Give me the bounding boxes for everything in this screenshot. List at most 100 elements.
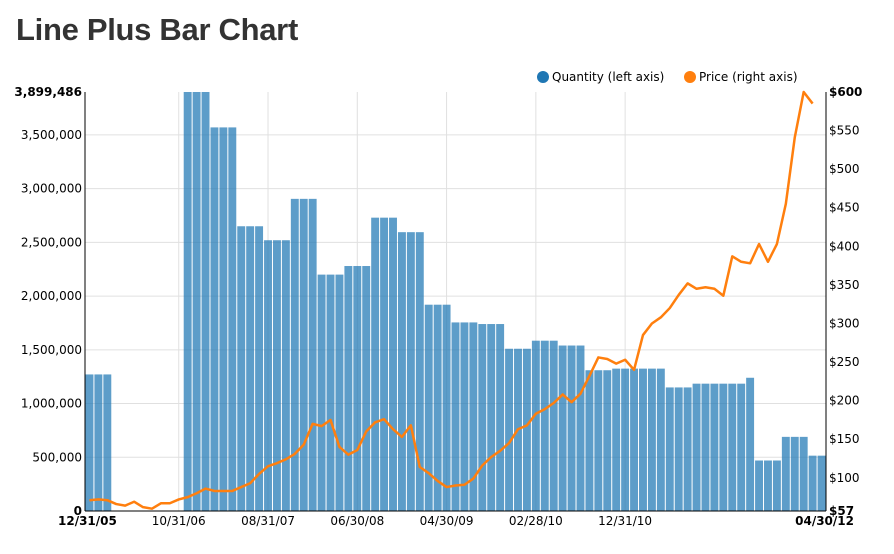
quantity-bar[interactable] (290, 198, 299, 511)
quantity-bar[interactable] (594, 370, 603, 511)
quantity-bar[interactable] (585, 370, 594, 511)
quantity-bar[interactable] (549, 340, 558, 511)
legend-item-quantity[interactable]: Quantity (left axis) (537, 70, 664, 84)
left-axis-tick-label: 3,899,486 (14, 85, 82, 99)
quantity-bar[interactable] (228, 127, 237, 511)
x-axis-tick-label: 06/30/08 (330, 514, 384, 528)
quantity-bar[interactable] (683, 387, 692, 511)
quantity-bar[interactable] (272, 240, 281, 512)
x-axis-tick-label: 04/30/12 (795, 514, 854, 528)
quantity-bar[interactable] (701, 383, 710, 511)
left-axis-tick-label: 500,000 (32, 450, 82, 464)
quantity-bar[interactable] (406, 232, 415, 511)
quantity-bar[interactable] (719, 383, 728, 511)
quantity-bar[interactable] (630, 368, 639, 511)
quantity-bar[interactable] (567, 345, 576, 511)
quantity-bar[interactable] (576, 345, 585, 511)
quantity-bar[interactable] (478, 324, 487, 511)
right-axis-tick-label: $200 (829, 394, 860, 408)
quantity-bar[interactable] (397, 232, 406, 511)
quantity-bar[interactable] (799, 436, 808, 511)
quantity-bar[interactable] (335, 274, 344, 511)
quantity-bar[interactable] (540, 340, 549, 511)
quantity-bar[interactable] (415, 232, 424, 511)
quantity-bar[interactable] (94, 374, 103, 511)
quantity-bar[interactable] (746, 377, 755, 511)
quantity-bar[interactable] (442, 304, 451, 511)
quantity-bar[interactable] (790, 436, 799, 511)
quantity-bar[interactable] (674, 387, 683, 511)
quantity-bar[interactable] (737, 383, 746, 511)
quantity-bar[interactable] (665, 387, 674, 511)
left-axis-tick-label: 3,000,000 (21, 182, 82, 196)
legend-label-quantity: Quantity (left axis) (552, 70, 664, 84)
quantity-bar[interactable] (487, 324, 496, 511)
quantity-bar[interactable] (201, 92, 210, 511)
quantity-bar[interactable] (380, 217, 389, 511)
quantity-bar[interactable] (183, 92, 192, 511)
quantity-bar[interactable] (621, 368, 630, 511)
left-axis-tick-label: 2,500,000 (21, 235, 82, 249)
quantity-bar[interactable] (692, 383, 701, 511)
quantity-bars (85, 92, 826, 512)
left-axis-tick-label: 1,000,000 (21, 397, 82, 411)
quantity-bar[interactable] (344, 266, 353, 511)
right-axis-tick-label: $150 (829, 432, 860, 446)
quantity-bar[interactable] (612, 368, 621, 511)
quantity-bar[interactable] (299, 198, 308, 511)
quantity-bar[interactable] (362, 266, 371, 511)
quantity-bar[interactable] (505, 348, 514, 511)
quantity-bar[interactable] (469, 322, 478, 511)
quantity-bar[interactable] (772, 460, 781, 511)
x-axis-tick-label: 02/28/10 (509, 514, 563, 528)
quantity-bar[interactable] (326, 274, 335, 511)
quantity-bar[interactable] (210, 127, 219, 511)
quantity-bar[interactable] (647, 368, 656, 511)
legend-item-price[interactable]: Price (right axis) (684, 70, 798, 84)
quantity-bar[interactable] (781, 436, 790, 511)
quantity-bar[interactable] (246, 226, 255, 512)
quantity-bar[interactable] (460, 322, 469, 511)
quantity-bar[interactable] (603, 370, 612, 511)
right-axis-tick-label: $100 (829, 471, 860, 485)
quantity-bar[interactable] (496, 324, 505, 511)
quantity-bar[interactable] (353, 266, 362, 511)
quantity-bar[interactable] (308, 198, 317, 511)
right-axis-tick-label: $57 (829, 504, 854, 518)
quantity-bar[interactable] (264, 240, 272, 512)
quantity-bar[interactable] (255, 226, 264, 512)
right-axis-tick-label: $400 (829, 239, 860, 253)
quantity-bar[interactable] (192, 92, 201, 511)
quantity-bar[interactable] (755, 460, 764, 511)
x-axis-tick-label: 04/30/09 (420, 514, 474, 528)
price-line-layer (89, 90, 814, 510)
quantity-bar[interactable] (817, 455, 826, 511)
quantity-bar[interactable] (389, 217, 397, 511)
right-axis-tick-label: $550 (829, 124, 860, 138)
quantity-bar[interactable] (808, 455, 817, 511)
price-line[interactable] (89, 90, 814, 510)
quantity-bar[interactable] (371, 217, 380, 511)
x-axis-tick-label: 08/31/07 (241, 514, 295, 528)
quantity-bar[interactable] (558, 345, 567, 511)
left-axis-tick-label: 2,000,000 (21, 289, 82, 303)
legend: Quantity (left axis) Price (right axis) (537, 70, 798, 84)
quantity-bar[interactable] (531, 340, 540, 511)
quantity-bar[interactable] (317, 274, 326, 511)
quantity-bar[interactable] (219, 127, 228, 511)
legend-dot-price (684, 71, 696, 83)
quantity-bar[interactable] (281, 240, 290, 512)
quantity-bar[interactable] (451, 322, 460, 511)
quantity-bar[interactable] (710, 383, 719, 511)
right-axis-tick-label: $500 (829, 162, 860, 176)
quantity-bar[interactable] (639, 368, 647, 511)
quantity-bar[interactable] (433, 304, 442, 511)
quantity-bar[interactable] (728, 383, 737, 511)
quantity-bar[interactable] (85, 374, 94, 511)
quantity-bar[interactable] (656, 368, 665, 511)
quantity-bar[interactable] (424, 304, 433, 511)
quantity-bar[interactable] (764, 460, 772, 511)
quantity-bar[interactable] (522, 348, 531, 511)
quantity-bar[interactable] (103, 374, 112, 511)
quantity-bar[interactable] (237, 226, 246, 512)
